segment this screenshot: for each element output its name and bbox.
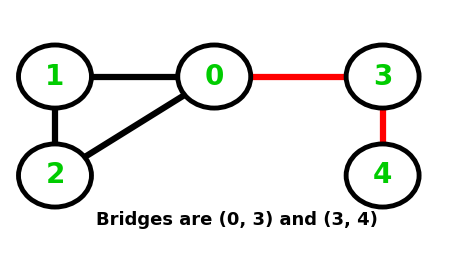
Text: 2: 2 (46, 162, 64, 189)
Text: 4: 4 (373, 162, 392, 189)
Ellipse shape (18, 144, 91, 207)
Text: 0: 0 (205, 63, 224, 91)
Ellipse shape (18, 45, 91, 108)
Ellipse shape (178, 45, 251, 108)
Ellipse shape (346, 144, 419, 207)
Text: Bridges are (0, 3) and (3, 4): Bridges are (0, 3) and (3, 4) (96, 211, 378, 230)
Ellipse shape (346, 45, 419, 108)
Text: 3: 3 (373, 63, 392, 91)
Text: 1: 1 (46, 63, 64, 91)
